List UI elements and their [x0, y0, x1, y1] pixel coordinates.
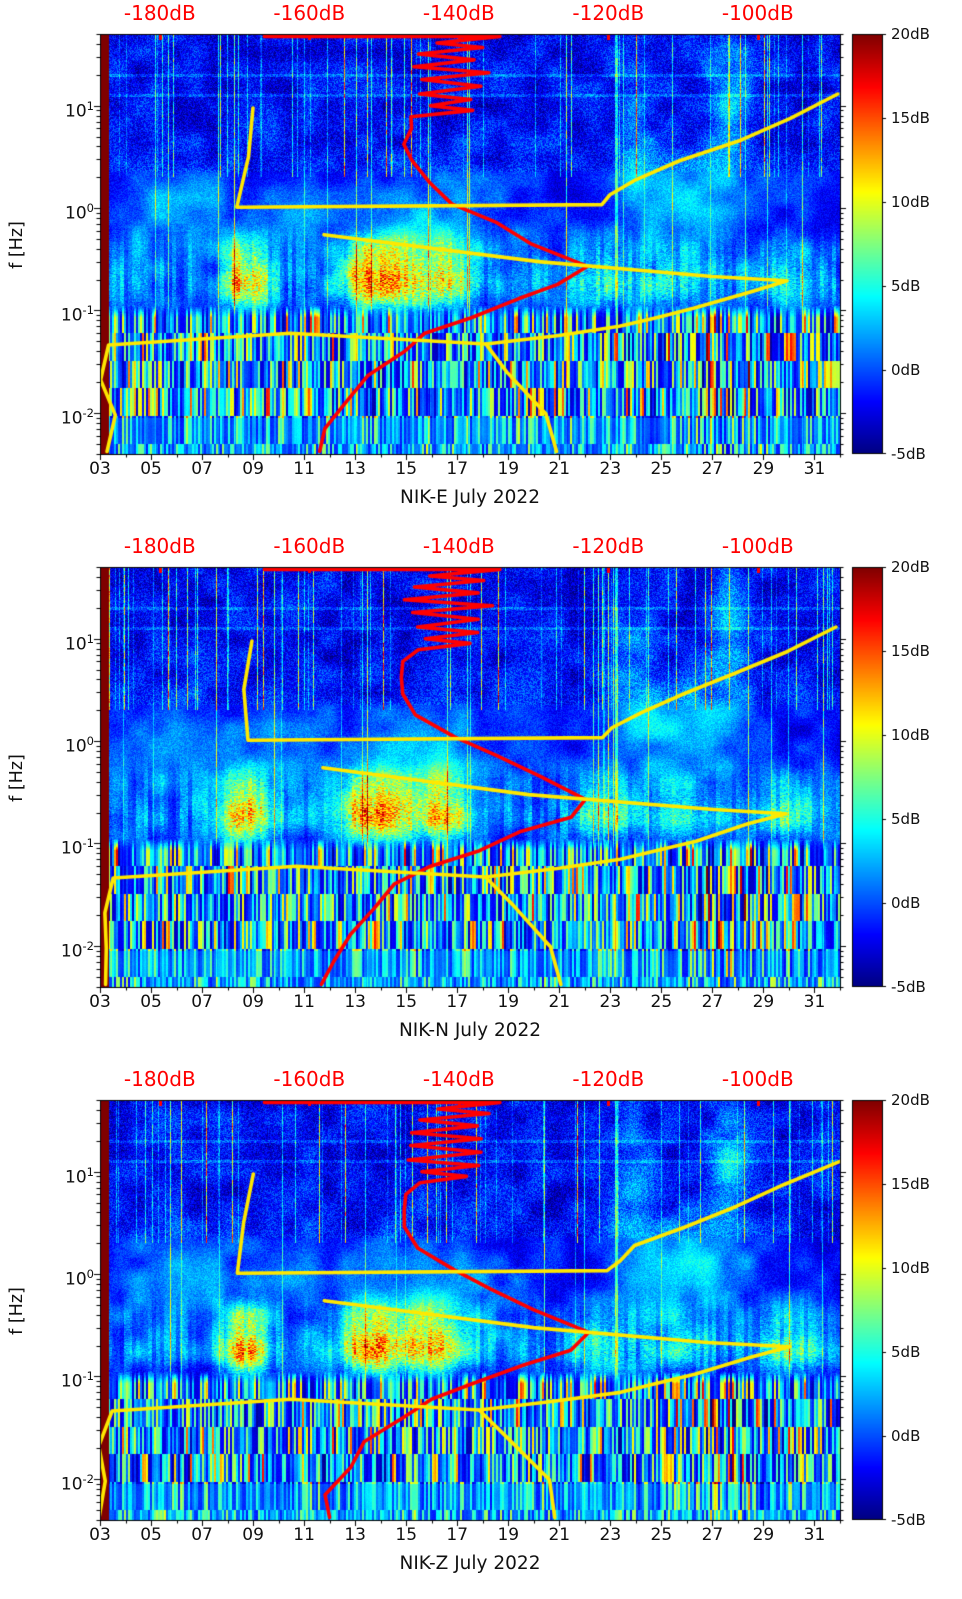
spectrogram-canvas-nik-z	[0, 1066, 962, 1599]
x-axis-title: NIK-Z July 2022	[399, 1553, 541, 1574]
spectrogram-canvas-nik-e	[0, 0, 962, 533]
x-axis-title: NIK-E July 2022	[400, 487, 540, 508]
panel-nik-e: -180dB -160dB -140dB -120dB -100dB 03 05 07 09 1…	[0, 0, 962, 533]
y-axis-label: f [Hz]	[7, 1287, 27, 1335]
x-axis-title: NIK-N July 2022	[398, 1020, 542, 1041]
spectrogram-canvas-nik-n	[0, 533, 962, 1066]
y-axis-label: f [Hz]	[7, 221, 27, 269]
panel-nik-z: -180dB -160dB -140dB -120dB -100dB 03 05 07 09 1…	[0, 1066, 962, 1599]
panel-nik-n: -180dB -160dB -140dB -120dB -100dB 03 05 07 09 1…	[0, 533, 962, 1066]
y-axis-label: f [Hz]	[7, 754, 27, 802]
